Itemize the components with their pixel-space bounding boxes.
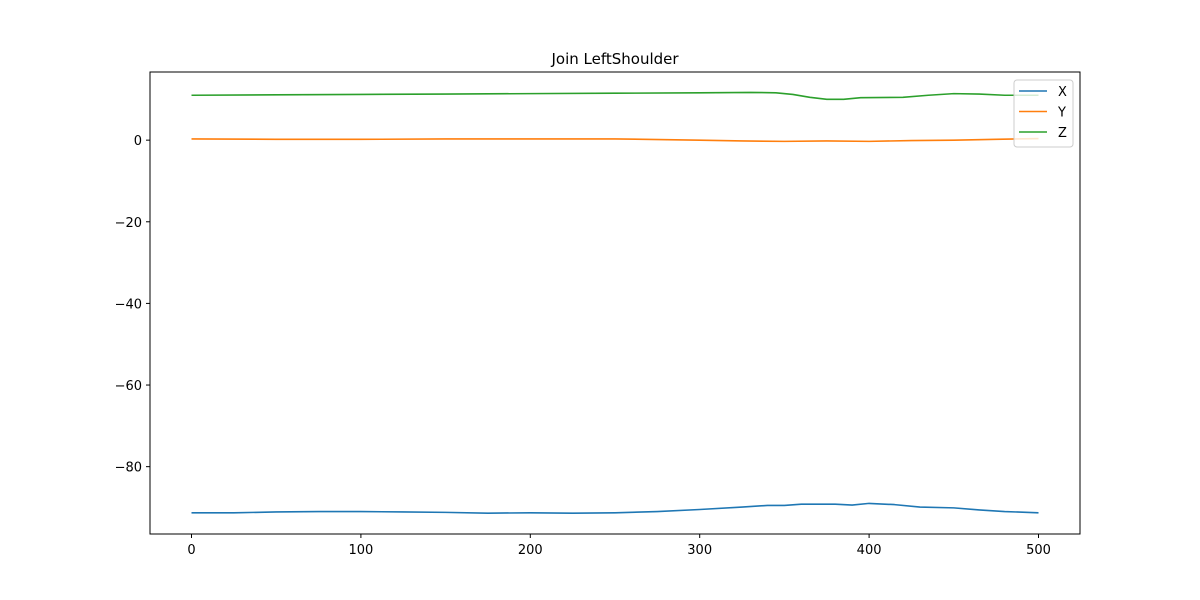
x-tick-label: 400 [857, 543, 882, 558]
x-tick-label: 100 [348, 543, 373, 558]
legend-label-y: Y [1057, 106, 1066, 121]
x-tick-label: 200 [518, 543, 543, 558]
y-tick-label: −40 [115, 297, 142, 312]
y-tick-label: −80 [115, 461, 142, 476]
legend-box [1013, 79, 1074, 148]
series-line-x [191, 502, 1039, 514]
legend-label-z: Z [1058, 126, 1067, 141]
x-tick-label: 0 [187, 543, 195, 558]
x-tick-label: 500 [1026, 543, 1051, 558]
chart-title: Join LeftShoulder [550, 50, 679, 68]
legend: XYZ [1013, 79, 1074, 148]
series-layer [191, 91, 1039, 514]
y-tick-label: −60 [115, 379, 142, 394]
legend-label-x: X [1058, 85, 1067, 100]
axes-layer: 0 100 200 300 400 500 0 −20 −40 −60 −80 [115, 71, 1081, 558]
series-line-z [191, 91, 1039, 101]
y-tick-label: 0 [134, 134, 142, 149]
x-tick-label: 300 [687, 543, 712, 558]
y-tick-label: −20 [115, 216, 142, 231]
series-line-y [191, 137, 1039, 143]
